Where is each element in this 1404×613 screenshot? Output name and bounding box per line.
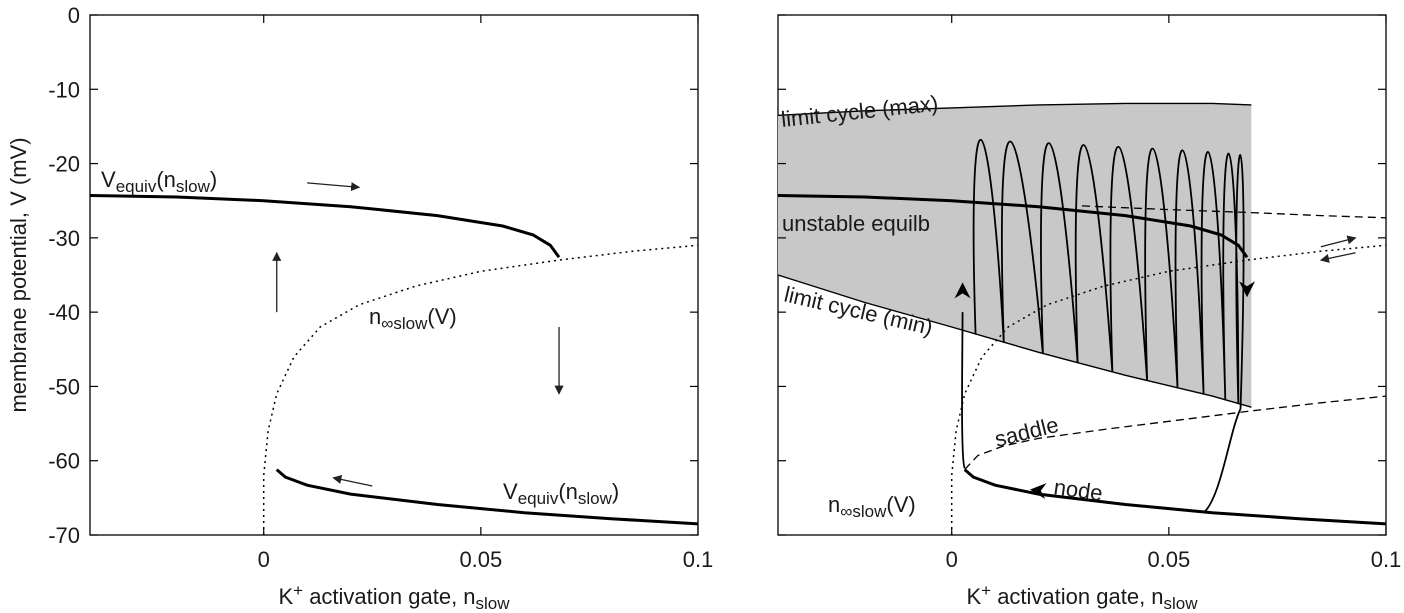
unstable-equilb-label: unstable equilb	[782, 211, 930, 236]
right-x-tick-label: 0.1	[1371, 547, 1402, 572]
right-series-2	[777, 194, 1249, 259]
left-plot-frame	[89, 14, 699, 536]
left-flow-arrow-right	[307, 182, 361, 192]
left-nullcline-label: n∞slow(V)	[369, 304, 457, 333]
left-y-tick-label: -40	[48, 300, 80, 325]
node-label: node	[1052, 474, 1104, 506]
trajectory	[961, 138, 1245, 514]
right-series-0	[777, 102, 1252, 116]
right-flow-arrow-right	[1320, 235, 1357, 248]
right-series-5	[1081, 205, 1387, 219]
right-flow-arrow-left	[1319, 252, 1356, 263]
trajectory-arrowhead-0	[954, 282, 971, 299]
left-x-tick-label: 0	[258, 547, 270, 572]
left-y-tick-label: -30	[48, 226, 80, 251]
left-y-tick-label: -50	[48, 374, 80, 399]
left-x-tick-label: 0.1	[683, 547, 714, 572]
right-series-6	[950, 244, 1387, 535]
left-y-tick-label: -20	[48, 152, 80, 177]
left-series-1	[275, 468, 699, 526]
left-panel: 0 0.05 0.1 0 -10 -20 -30 -40 -50 -60 -70 Vequiv(ns…	[6, 3, 713, 613]
left-series-2	[262, 244, 699, 535]
right-nullcline-label: n∞slow(V)	[828, 492, 916, 521]
right-panel: 0 0.05 0.1 limit cycle (max) unstable equi…	[777, 14, 1402, 613]
right-series-3	[963, 468, 1387, 526]
left-y-tick-label: -60	[48, 449, 80, 474]
right-series-4	[964, 395, 1387, 471]
trajectory-arrowhead-1	[1239, 281, 1256, 298]
left-y-tick-label: -70	[48, 523, 80, 548]
right-x-axis-label: K+ activation gate, nslow	[966, 581, 1198, 613]
right-series-1	[777, 274, 1252, 408]
right-limit-cycle-band	[778, 103, 1252, 408]
left-upper-curve-label: Vequiv(nslow)	[101, 167, 217, 196]
left-y-tick-label: 0	[68, 3, 80, 28]
left-y-tick-label: -10	[48, 77, 80, 102]
saddle-label: saddle	[992, 412, 1061, 452]
trajectory-arrowhead-2	[1029, 483, 1047, 500]
y-axis-label: membrane potential, V (mV)	[6, 137, 31, 412]
right-x-tick-label: 0.05	[1147, 547, 1190, 572]
left-series-0	[89, 194, 561, 259]
left-x-tick-label: 0.05	[459, 547, 502, 572]
right-x-tick-label: 0	[946, 547, 958, 572]
left-x-axis-label: K+ activation gate, nslow	[278, 581, 510, 613]
left-lower-curve-label: Vequiv(nslow)	[503, 479, 619, 508]
left-flow-arrow-left	[332, 475, 373, 487]
